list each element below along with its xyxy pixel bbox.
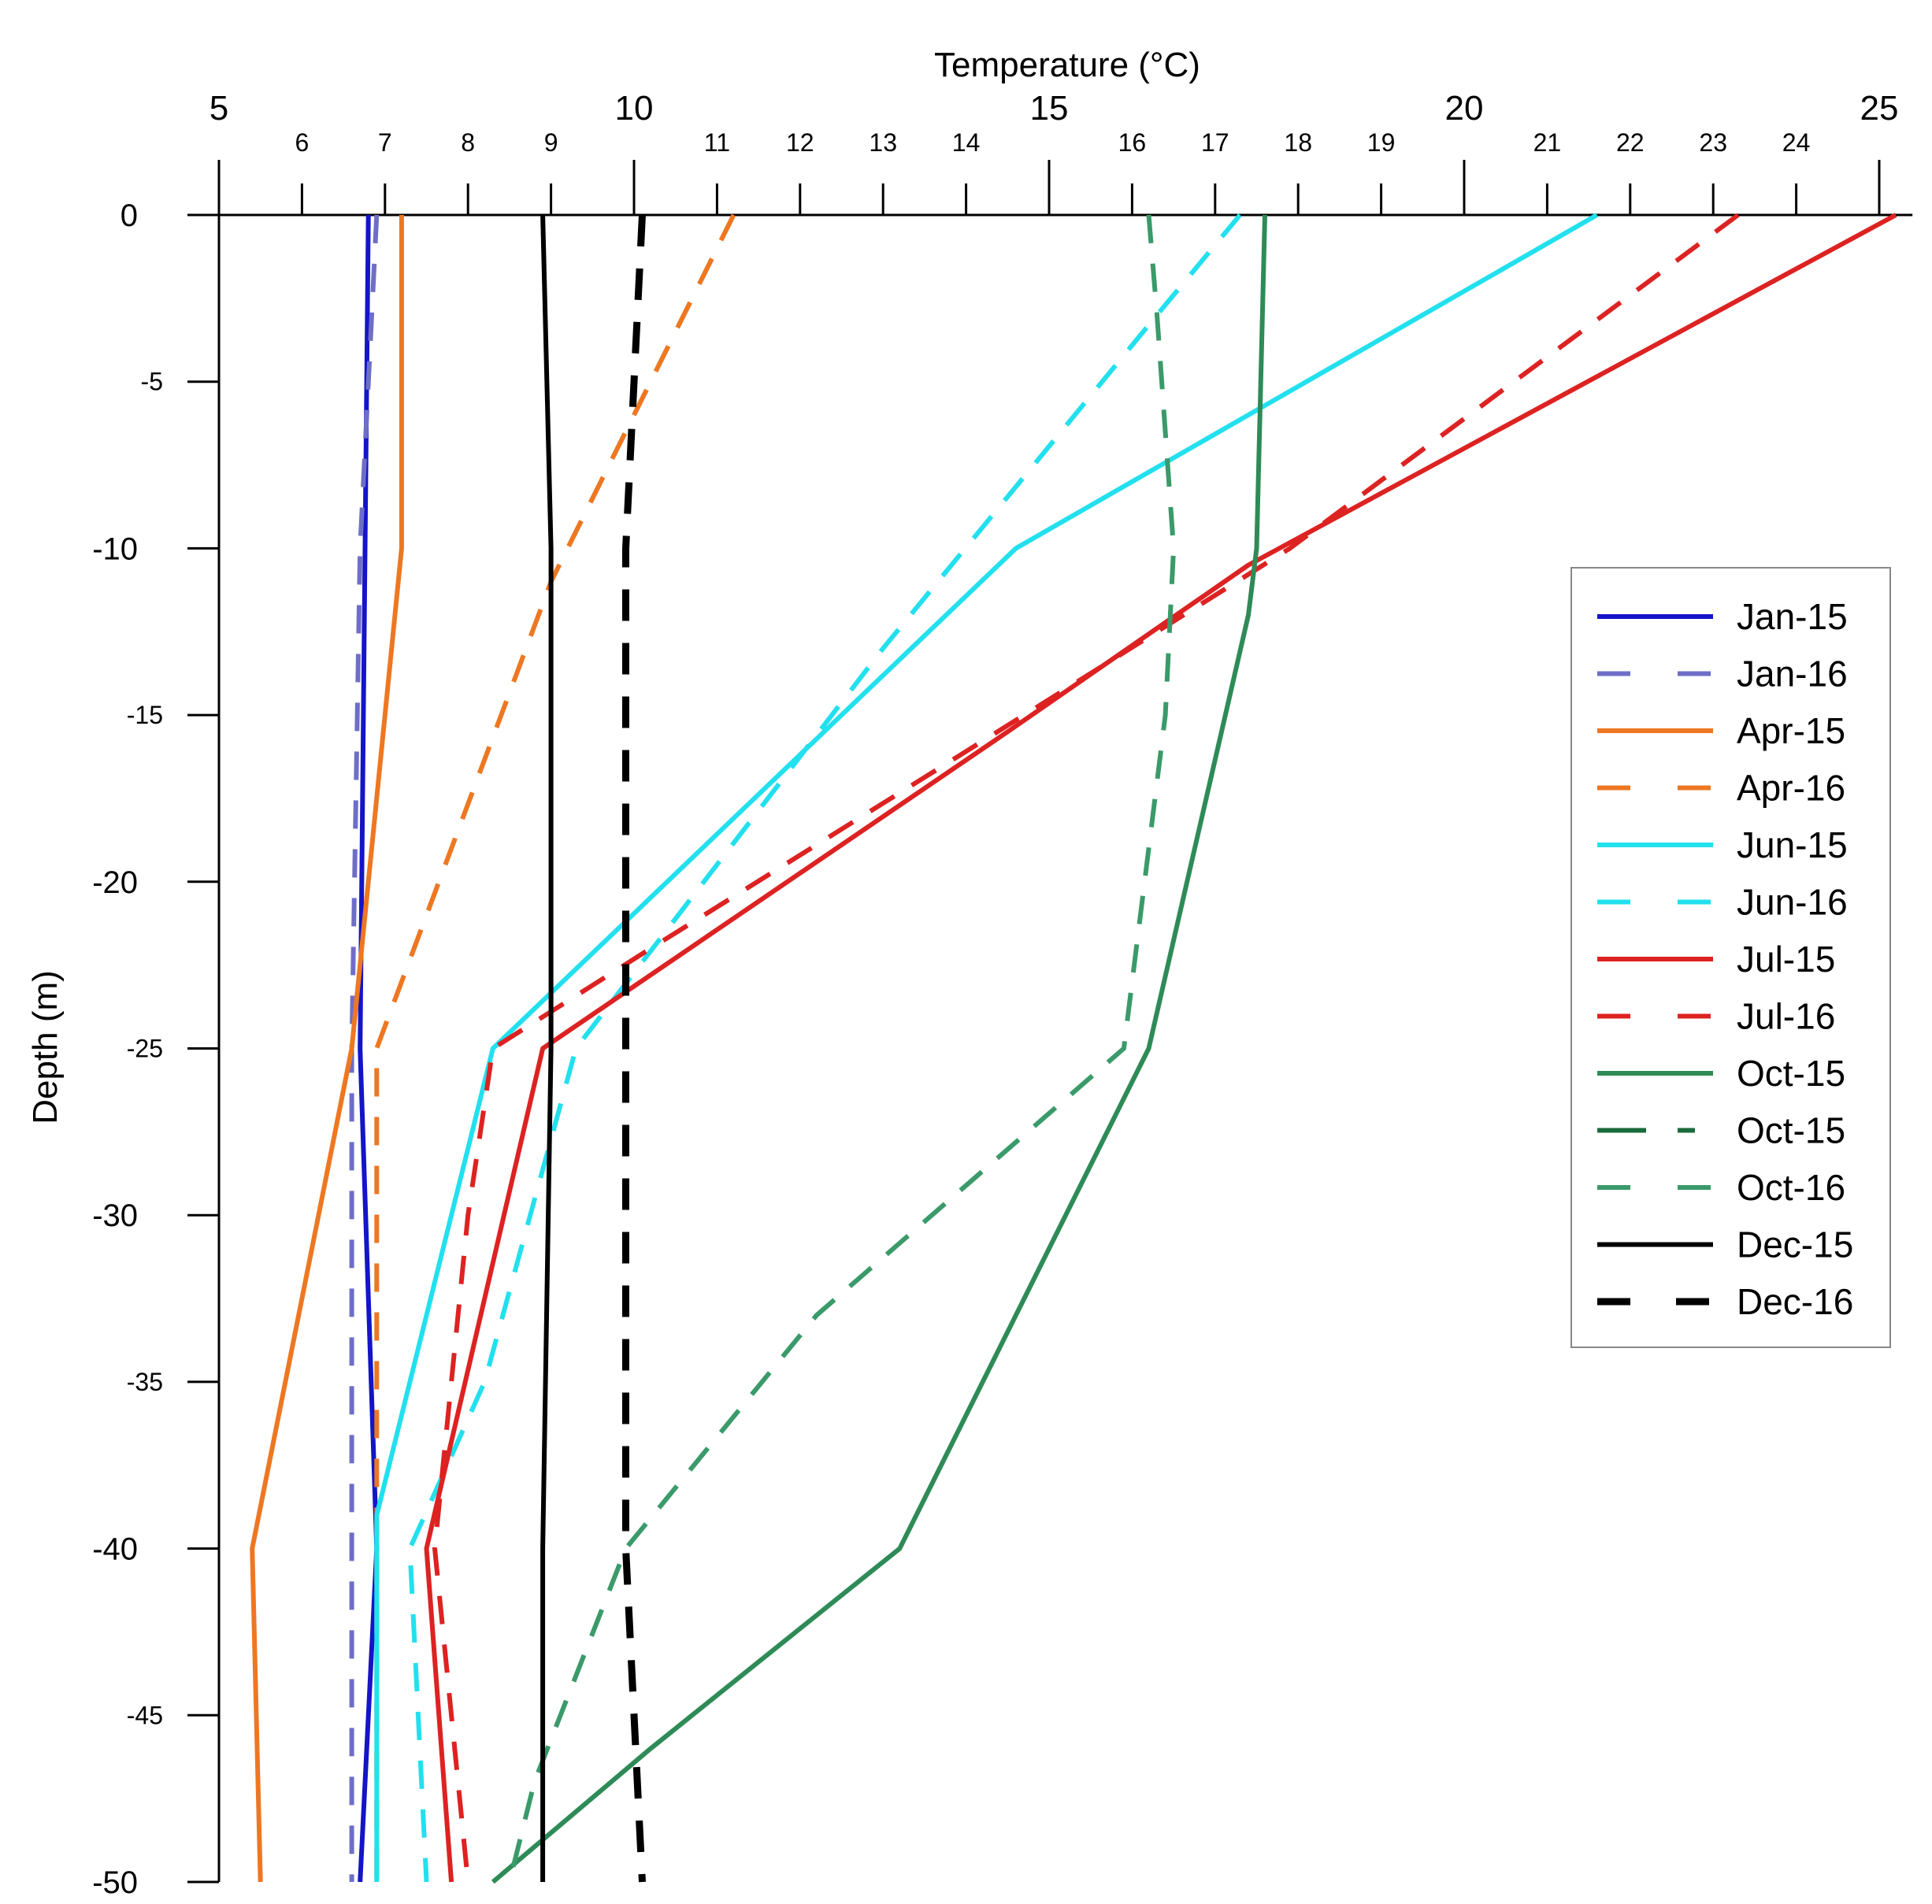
y-minor-tick-label: -45 (127, 1701, 163, 1729)
x-major-tick-label: 10 (615, 89, 654, 128)
x-minor-tick-label: 11 (704, 128, 730, 157)
x-minor-tick-label: 21 (1533, 128, 1562, 157)
legend-label: Apr-16 (1737, 768, 1845, 809)
series-line-dec-16 (622, 214, 646, 1883)
y-major-tick-label: 0 (121, 198, 138, 233)
x-minor-tick-label: 19 (1367, 128, 1396, 157)
x-minor-tick-label: 7 (378, 128, 392, 157)
series-line-oct-16 (506, 214, 1177, 1883)
x-minor-tick-label: 18 (1284, 128, 1312, 157)
x-minor-tick-label: 16 (1118, 128, 1147, 157)
legend-label: Dec-15 (1737, 1224, 1853, 1265)
y-ticks: 0 -10 -20 -30 -40 -50 -5 -15 -25 -35 -45 (92, 198, 219, 1900)
y-major-tick-label: -40 (92, 1532, 138, 1567)
x-minor-tick-label: 6 (295, 128, 310, 157)
legend-label: Oct-15 (1737, 1110, 1845, 1151)
x-major-tick-label: 25 (1860, 89, 1899, 128)
y-major-tick-label: -30 (92, 1198, 138, 1233)
legend-label: Oct-15 (1737, 1053, 1845, 1094)
legend-label: Jun-16 (1737, 882, 1848, 923)
series-line-jul-15 (424, 213, 1897, 1883)
x-minor-tick-label: 13 (869, 128, 897, 157)
legend-label: Jul-15 (1737, 939, 1835, 980)
x-axis-title: Temperature (°C) (934, 46, 1200, 84)
legend-label: Dec-16 (1737, 1281, 1853, 1322)
x-minor-tick-label: 14 (952, 128, 981, 157)
x-minor-tick-label: 22 (1616, 128, 1645, 157)
x-ticks: 5 10 15 20 25 6 7 8 9 11 12 13 14 16 17 18 19 21 22 23 24 (210, 89, 1899, 215)
y-minor-tick-label: -15 (127, 701, 163, 729)
legend-label: Apr-15 (1737, 710, 1845, 751)
series-line-apr-15 (250, 215, 404, 1883)
axes: 5 10 15 20 25 6 7 8 9 11 12 13 14 16 17 18 19 21 22 23 24 0 -… (92, 89, 1913, 1900)
y-minor-tick-label: -5 (141, 368, 163, 396)
y-minor-tick-label: -25 (127, 1035, 163, 1063)
series-lines (250, 213, 1897, 1884)
x-minor-tick-label: 8 (461, 128, 475, 157)
x-major-tick-label: 20 (1445, 89, 1484, 128)
series-line-oct-15 (491, 214, 1267, 1884)
legend-label: Jan-16 (1737, 654, 1848, 695)
x-minor-tick-label: 12 (786, 128, 814, 157)
legend-label: Jul-16 (1737, 996, 1835, 1037)
legend-label: Jan-15 (1737, 596, 1848, 637)
series-line-dec-15 (540, 214, 554, 1882)
y-major-tick-label: -50 (92, 1865, 138, 1900)
series-line-jun-16 (407, 213, 1242, 1883)
y-major-tick-label: -20 (92, 865, 138, 900)
y-major-tick-label: -10 (92, 532, 138, 566)
legend-label: Oct-16 (1737, 1167, 1845, 1208)
x-minor-tick-label: 17 (1201, 128, 1229, 157)
series-line-jan-16 (349, 214, 380, 1882)
x-minor-tick-label: 9 (544, 128, 558, 157)
series-line-apr-16 (374, 213, 736, 1882)
x-major-tick-label: 5 (210, 89, 228, 128)
legend: Jan-15 Jan-16 Apr-15 Apr-16 Jun-15 Jun-16 Jul-… (1570, 567, 1891, 1348)
y-axis-title: Depth (m) (26, 970, 65, 1124)
series-line-jan-15 (358, 214, 380, 1883)
series-line-jul-16 (432, 213, 1740, 1883)
legend-label: Jun-15 (1737, 824, 1848, 865)
x-major-tick-label: 15 (1030, 89, 1069, 128)
series-line-jun-15 (374, 213, 1599, 1882)
x-minor-tick-label: 24 (1782, 128, 1811, 157)
x-minor-tick-label: 23 (1699, 128, 1727, 157)
y-minor-tick-label: -35 (127, 1368, 163, 1396)
